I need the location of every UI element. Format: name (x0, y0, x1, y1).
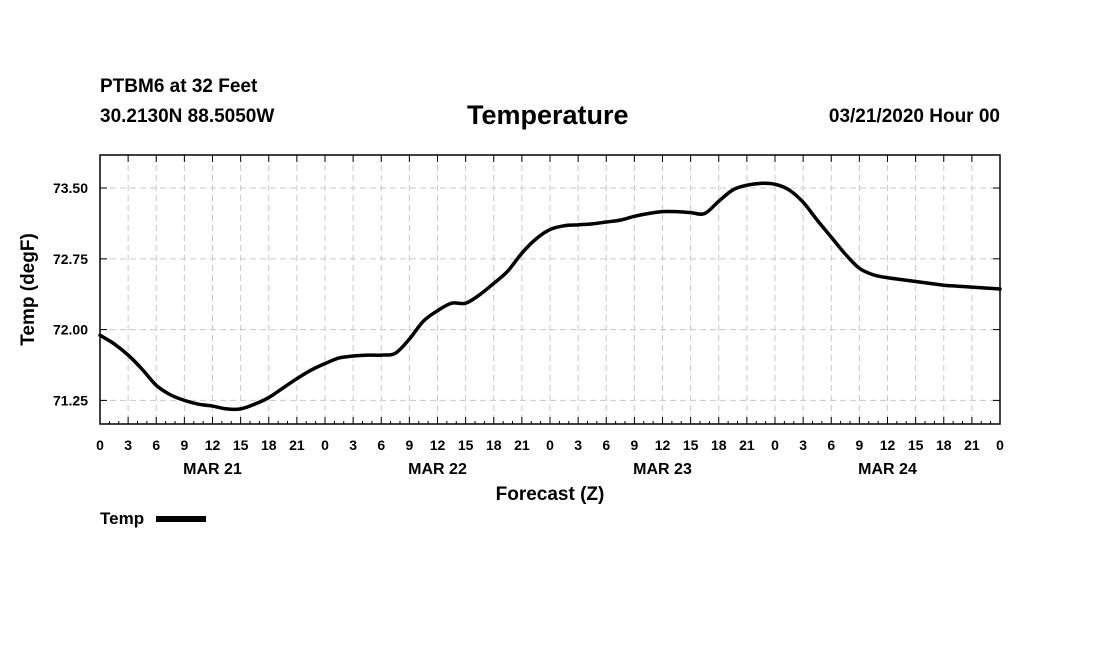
x-tick-label: 3 (349, 437, 357, 453)
station-coordinates: 30.2130N 88.5050W (100, 106, 275, 127)
x-tick-label: 18 (486, 437, 502, 453)
y-tick-label: 72.75 (53, 251, 88, 267)
series-line-temp (98, 181, 1002, 412)
x-day-label: MAR 24 (858, 461, 917, 478)
x-tick-label: 18 (711, 437, 727, 453)
x-tick-label: 21 (739, 437, 755, 453)
y-tick-label: 73.50 (53, 180, 88, 196)
legend-label: Temp (100, 509, 145, 528)
station-label: PTBM6 at 32 Feet (100, 76, 258, 97)
x-tick-label: 21 (289, 437, 305, 453)
x-day-label: MAR 23 (633, 461, 692, 478)
legend-line-swatch (156, 516, 207, 522)
legend: Temp (100, 509, 207, 529)
x-tick-label: 9 (180, 437, 188, 453)
x-tick-label: 6 (827, 437, 835, 453)
x-tick-label: 9 (405, 437, 413, 453)
x-tick-label: 15 (683, 437, 699, 453)
x-tick-label: 3 (574, 437, 582, 453)
x-day-label: MAR 21 (183, 461, 242, 478)
x-tick-label: 0 (96, 437, 104, 453)
x-day-label: MAR 22 (408, 461, 467, 478)
x-tick-label: 18 (261, 437, 277, 453)
x-tick-label: 12 (880, 437, 896, 453)
x-tick-label: 12 (430, 437, 446, 453)
x-tick-label: 3 (799, 437, 807, 453)
y-axis-title: Temp (degF) (18, 233, 39, 346)
y-tick-label: 71.25 (53, 392, 88, 408)
run-time-label: 03/21/2020 Hour 00 (828, 106, 1000, 127)
x-tick-label: 3 (124, 437, 132, 453)
x-tick-label: 18 (936, 437, 952, 453)
x-tick-label: 9 (855, 437, 863, 453)
x-tick-label: 0 (321, 437, 329, 453)
x-tick-label: 15 (908, 437, 924, 453)
x-tick-label: 6 (377, 437, 385, 453)
x-tick-label: 6 (152, 437, 160, 453)
x-tick-label: 0 (771, 437, 779, 453)
x-axis-title: Forecast (Z) (496, 484, 605, 505)
x-tick-label: 9 (630, 437, 638, 453)
x-tick-label: 21 (514, 437, 530, 453)
x-tick-label: 21 (964, 437, 980, 453)
y-tick-label: 72.00 (53, 322, 88, 338)
x-tick-label: 6 (602, 437, 610, 453)
x-tick-label: 0 (546, 437, 554, 453)
x-tick-label: 15 (233, 437, 249, 453)
x-tick-label: 12 (655, 437, 671, 453)
chart-title: Temperature (467, 100, 629, 130)
x-tick-label: 15 (458, 437, 474, 453)
x-tick-label: 0 (996, 437, 1004, 453)
x-tick-label: 12 (205, 437, 221, 453)
